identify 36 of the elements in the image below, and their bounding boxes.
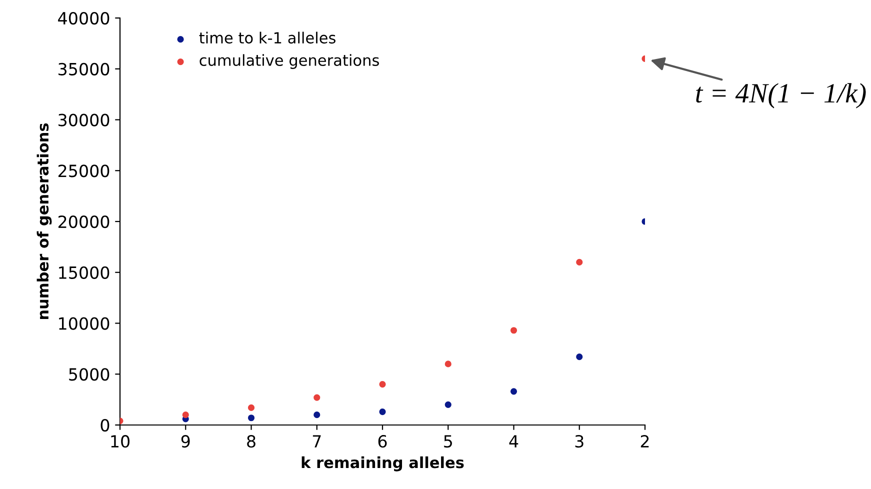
y-tick-label: 40000	[58, 12, 110, 25]
point	[510, 327, 518, 334]
point	[314, 394, 320, 401]
y-tick-label: 30000	[58, 114, 110, 126]
x-tick-label: 5	[444, 435, 452, 448]
point	[576, 258, 583, 266]
point	[379, 408, 386, 416]
point	[314, 412, 320, 418]
point	[510, 388, 518, 395]
y-tick-label: 35000	[58, 62, 110, 76]
x-tick-label: 6	[378, 435, 387, 448]
point	[182, 412, 189, 418]
y-tick-label: 25000	[58, 164, 110, 178]
point	[444, 360, 452, 368]
legend-label: cumulative generations	[200, 54, 379, 69]
x-tick-label: 10	[111, 435, 130, 448]
x-axis-title: k remaining alleles	[302, 456, 464, 472]
point	[576, 354, 583, 360]
y-tick-label: 0	[100, 418, 110, 432]
point	[444, 401, 452, 408]
x-tick-label: 7	[312, 435, 321, 448]
legend-label: time to k-1 alleles	[199, 32, 336, 44]
point	[379, 381, 386, 388]
y-axis-title: number of generations	[36, 123, 52, 320]
y-tick-label: 10000	[59, 317, 110, 330]
x-tick-label: 9	[181, 435, 190, 448]
point	[248, 404, 255, 411]
point	[248, 414, 255, 422]
annotation: t = 4N(1 − 1/k)	[696, 83, 866, 108]
y-tick-label: 5000	[69, 368, 110, 381]
x-tick-label: 3	[575, 435, 584, 448]
y-tick-label: 20000	[58, 215, 110, 228]
x-tick-label: 8	[247, 435, 256, 448]
x-tick-label: 2	[640, 435, 649, 448]
x-tick-label: 4	[509, 435, 518, 448]
y-tick-label: 15000	[59, 266, 110, 279]
